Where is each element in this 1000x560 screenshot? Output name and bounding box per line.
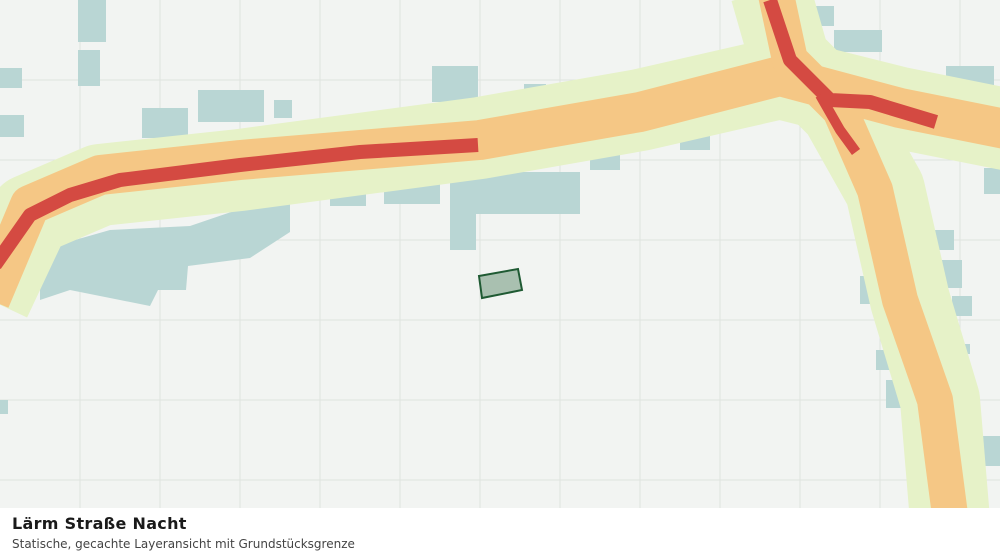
map-subtitle: Statische, gecachte Layeransicht mit Gru… xyxy=(12,537,355,551)
noise-bands xyxy=(0,0,1000,508)
caption-panel: Lärm Straße Nacht Statische, gecachte La… xyxy=(0,508,1000,560)
map-title: Lärm Straße Nacht xyxy=(12,514,187,533)
parcel-boundary xyxy=(477,267,524,300)
map xyxy=(0,0,1000,508)
